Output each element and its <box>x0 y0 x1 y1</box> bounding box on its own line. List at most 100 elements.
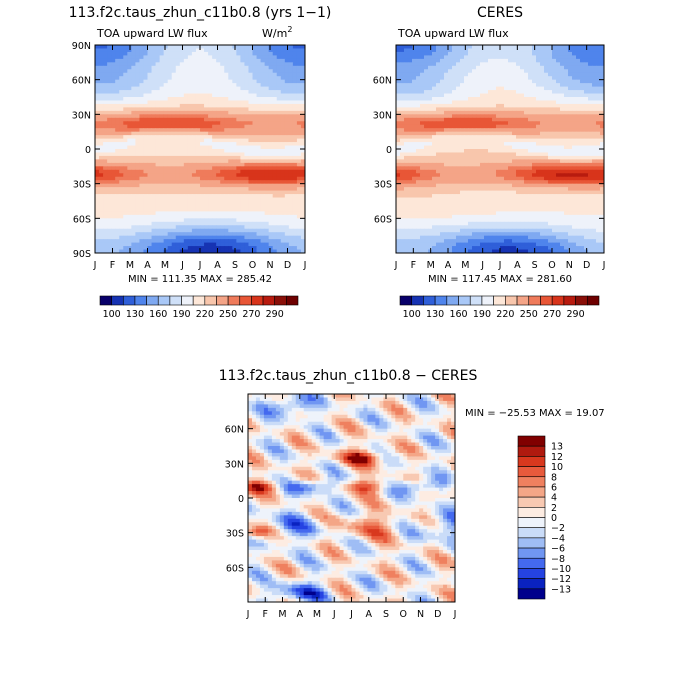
heatmap-cell <box>123 194 128 198</box>
heatmap-cell <box>115 197 120 202</box>
heatmap-cell <box>111 51 116 56</box>
heatmap-cell <box>276 242 282 247</box>
heatmap-cell <box>556 100 561 105</box>
heatmap-cell <box>127 124 132 129</box>
heatmap-cell <box>200 121 205 126</box>
heatmap-cell <box>528 79 533 84</box>
heatmap-cell <box>532 48 537 53</box>
heatmap-cell <box>512 124 517 129</box>
heatmap-cell <box>288 180 294 185</box>
heatmap-cell <box>187 214 193 219</box>
heatmap-cell <box>208 138 213 143</box>
heatmap-cell <box>532 86 537 91</box>
heatmap-cell <box>268 62 274 67</box>
heatmap-cell <box>95 242 100 247</box>
heatmap-cell <box>127 176 132 181</box>
heatmap-cell <box>548 159 553 164</box>
heatmap-cell <box>588 100 593 105</box>
heatmap-cell <box>508 72 513 77</box>
heatmap-cell <box>212 207 217 212</box>
heatmap-cell <box>236 58 241 63</box>
heatmap-cell <box>436 90 441 94</box>
heatmap-cell <box>584 142 589 146</box>
heatmap-cell <box>171 93 177 98</box>
heatmap-cell <box>280 246 286 250</box>
heatmap-cell <box>183 162 189 167</box>
heatmap-cell <box>292 100 298 105</box>
heatmap-cell <box>436 114 441 119</box>
heatmap-cell <box>159 235 165 240</box>
heatmap-cell <box>296 169 302 174</box>
heatmap-cell <box>420 135 425 139</box>
heatmap-cell <box>280 211 286 216</box>
heatmap-cell <box>500 97 505 101</box>
heatmap-cell <box>528 100 533 105</box>
x-tick-label: O <box>249 260 256 271</box>
heatmap-cell <box>103 110 108 115</box>
heatmap-cell <box>256 218 261 223</box>
heatmap-cell <box>191 201 197 205</box>
heatmap-cell <box>191 83 197 87</box>
heatmap-cell <box>584 48 589 53</box>
heatmap-cell <box>516 128 521 133</box>
heatmap-cell <box>580 72 585 77</box>
heatmap-cell <box>520 135 525 139</box>
heatmap-cell <box>123 228 128 233</box>
heatmap-cell <box>131 180 136 185</box>
heatmap-cell <box>147 194 152 198</box>
heatmap-cell <box>191 166 197 171</box>
heatmap-cell <box>119 145 124 150</box>
heatmap-cell <box>99 135 104 139</box>
heatmap-cell <box>111 107 116 112</box>
heatmap-cell <box>163 79 169 84</box>
heatmap-cell <box>179 107 185 112</box>
heatmap-cell <box>444 65 449 70</box>
heatmap-cell <box>220 173 225 178</box>
heatmap-cell <box>416 55 421 60</box>
heatmap-cell <box>228 149 233 153</box>
heatmap-cell <box>456 100 461 105</box>
heatmap-cell <box>468 155 473 160</box>
heatmap-cell <box>143 183 148 188</box>
heatmap-cell <box>212 69 217 74</box>
heatmap-cell <box>204 145 209 150</box>
heatmap-cell <box>300 218 306 223</box>
heatmap-cell <box>155 197 161 202</box>
heatmap-cell <box>151 107 156 112</box>
heatmap-cell <box>135 246 140 250</box>
heatmap-cell <box>191 149 197 153</box>
heatmap-cell <box>252 114 257 119</box>
heatmap-cell <box>480 152 485 157</box>
heatmap-cell <box>115 138 120 143</box>
heatmap-cell <box>216 131 221 136</box>
heatmap-cell <box>544 155 549 160</box>
heatmap-cell <box>191 110 197 115</box>
heatmap-cell <box>204 76 209 81</box>
heatmap-cell <box>452 48 457 53</box>
heatmap-cell <box>256 183 261 188</box>
heatmap-cell <box>268 90 274 94</box>
heatmap-cell <box>276 211 282 216</box>
heatmap-cell <box>524 135 529 139</box>
heatmap-cell <box>115 194 120 198</box>
heatmap-cell <box>135 197 140 202</box>
heatmap-cell <box>95 62 100 67</box>
heatmap-cell <box>139 124 144 129</box>
heatmap-cell <box>548 86 553 91</box>
heatmap-cell <box>240 76 245 81</box>
heatmap-cell <box>107 152 112 157</box>
heatmap-cell <box>436 45 441 49</box>
heatmap-cell <box>212 79 217 84</box>
heatmap-cell <box>175 169 181 174</box>
heatmap-cell <box>208 135 213 139</box>
heatmap-cell <box>232 149 237 153</box>
heatmap-cell <box>484 159 489 164</box>
heatmap-cell <box>292 48 298 53</box>
heatmap-cell <box>448 159 453 164</box>
heatmap-cell <box>432 124 437 129</box>
heatmap-cell <box>248 211 253 216</box>
heatmap-cell <box>256 55 261 60</box>
heatmap-cell <box>208 69 213 74</box>
